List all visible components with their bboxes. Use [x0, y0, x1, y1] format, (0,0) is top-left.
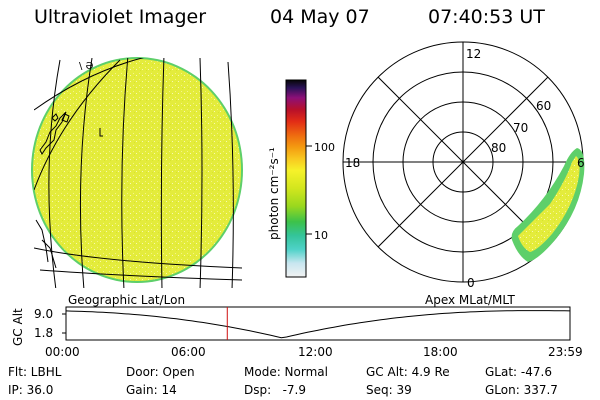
alt-xtick-0: 00:00 — [45, 345, 80, 359]
alt-xtick-2: 12:00 — [298, 345, 333, 359]
altitude-curve — [65, 310, 571, 339]
info-mode: Mode: Normal — [244, 365, 328, 379]
altitude-panel: Geographic Lat/Lon Apex MLat/MLT 9.0 1.8… — [11, 293, 583, 359]
alt-xtick-1: 06:00 — [171, 345, 206, 359]
info-gain: Gain: 14 — [126, 383, 177, 397]
lat-label-60: 60 — [536, 99, 551, 113]
status-info: Flt: LBHL Door: Open Mode: Normal GC Alt… — [8, 365, 558, 397]
colorbar-unit-label: photon cm⁻²s⁻¹ — [267, 147, 281, 240]
colorbar-tick-100: 100 — [314, 141, 335, 154]
earth-image: \ Ə — [31, 57, 243, 288]
mlt-label-0: 0 — [467, 276, 475, 290]
mlt-label-12: 12 — [466, 47, 481, 61]
geographic-label: Geographic Lat/Lon — [68, 293, 185, 307]
mlt-label-18: 18 — [345, 156, 360, 170]
auroral-oval — [511, 148, 585, 262]
coast-label: \ Ə — [79, 61, 94, 72]
alt-xtick-3: 18:00 — [423, 345, 458, 359]
polar-plot — [342, 41, 584, 283]
alt-ytick-min: 1.8 — [34, 326, 53, 340]
image-date: 04 May 07 — [270, 6, 370, 28]
image-time: 07:40:53 UT — [428, 6, 545, 28]
info-ip: IP: 36.0 — [8, 383, 53, 397]
lat-label-80: 80 — [491, 141, 506, 155]
lat-label-70: 70 — [513, 121, 528, 135]
mlt-label-6: 6 — [577, 156, 585, 170]
info-dsp: Dsp: -7.9 — [244, 383, 306, 397]
instrument-title: Ultraviolet Imager — [34, 6, 207, 28]
info-door: Door: Open — [126, 365, 195, 379]
info-glon: GLon: 337.7 — [485, 383, 558, 397]
info-flt: Flt: LBHL — [8, 365, 62, 379]
apex-label: Apex MLat/MLT — [425, 293, 515, 307]
colorbar-tick-10: 10 — [314, 229, 328, 242]
color-bar: 100 10 photon cm⁻²s⁻¹ — [267, 79, 335, 278]
alt-ytick-max: 9.0 — [34, 307, 53, 321]
alt-xtick-4: 23:59 — [548, 345, 583, 359]
info-glat: GLat: -47.6 — [485, 365, 552, 379]
alt-ylabel: GC Alt — [11, 308, 25, 346]
info-gc-alt: GC Alt: 4.9 Re — [366, 365, 450, 379]
info-seq: Seq: 39 — [366, 383, 412, 397]
